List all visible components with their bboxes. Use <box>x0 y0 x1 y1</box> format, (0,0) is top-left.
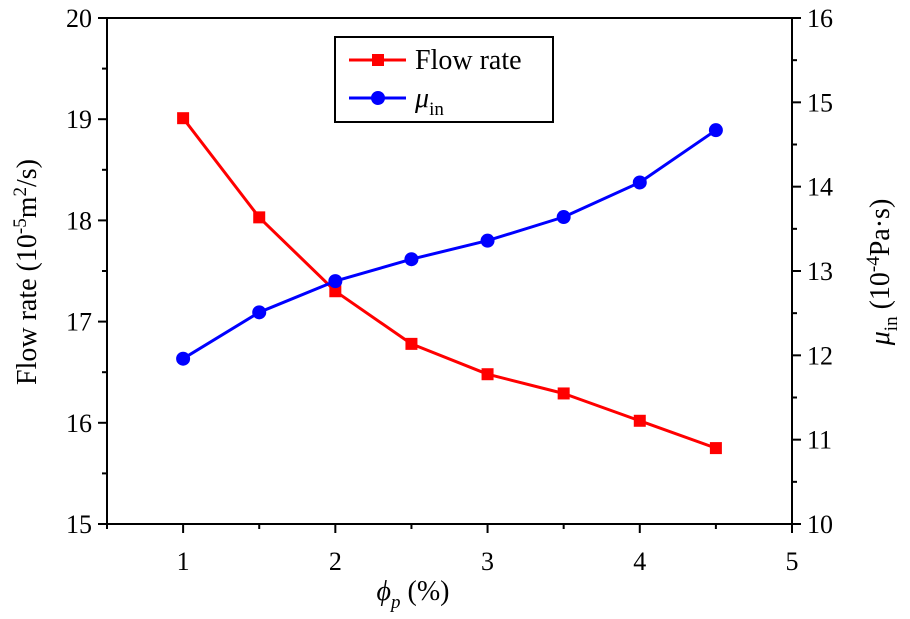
x-tick-label: 5 <box>786 547 799 576</box>
x-tick-label: 2 <box>329 547 342 576</box>
data-point-flow-rate <box>177 112 190 125</box>
data-point-mu-in <box>252 305 267 320</box>
right-y-tick-label: 11 <box>807 426 832 455</box>
series-layer <box>176 112 723 455</box>
data-point-mu-in <box>480 233 495 248</box>
right-y-tick-label: 13 <box>807 257 833 286</box>
data-point-mu-in <box>328 274 343 289</box>
x-tick-label: 4 <box>633 547 646 576</box>
data-point-flow-rate <box>709 442 722 455</box>
right-y-tick-label: 15 <box>807 88 833 117</box>
legend-label-flow-rate: Flow rate <box>415 45 522 76</box>
x-axis-title: ϕp (%) <box>377 576 450 613</box>
data-point-mu-in <box>556 210 571 225</box>
x-tick-label: 3 <box>481 547 494 576</box>
data-point-flow-rate <box>405 337 418 350</box>
left-y-tick-label: 15 <box>66 510 92 539</box>
series-line-mu-in <box>182 128 717 360</box>
data-point-mu-in <box>632 175 647 190</box>
right-y-tick-label: 10 <box>807 510 833 539</box>
data-point-mu-in <box>708 123 723 138</box>
left-axis-title: Flow rate (10-5m2/s) <box>10 159 43 385</box>
legend-label-mu-in: μin <box>414 83 444 120</box>
right-y-tick-label: 12 <box>807 341 833 370</box>
data-point-flow-rate <box>253 211 266 224</box>
data-point-flow-rate <box>481 368 494 381</box>
right-axis-title: μin (10-4Pa·s) <box>863 199 902 347</box>
legend-marker-mu-in <box>371 91 385 105</box>
left-y-tick-label: 20 <box>66 4 92 33</box>
left-y-tick-label: 18 <box>66 206 92 235</box>
series-line-flow-rate <box>181 117 717 450</box>
data-point-mu-in <box>176 351 191 366</box>
data-point-mu-in <box>404 252 419 267</box>
left-y-tick-label: 19 <box>66 105 92 134</box>
data-point-flow-rate <box>329 285 342 298</box>
data-point-flow-rate <box>557 387 570 400</box>
left-y-tick-label: 17 <box>66 308 92 337</box>
legend: Flow rate μin <box>334 36 554 123</box>
x-tick-label: 1 <box>177 547 190 576</box>
data-point-flow-rate <box>633 414 646 427</box>
right-y-tick-label: 14 <box>807 173 833 202</box>
legend-box <box>334 36 554 123</box>
right-y-tick-label: 16 <box>807 4 833 33</box>
legend-marker-flow-rate <box>372 54 384 66</box>
left-y-tick-label: 16 <box>66 409 92 438</box>
